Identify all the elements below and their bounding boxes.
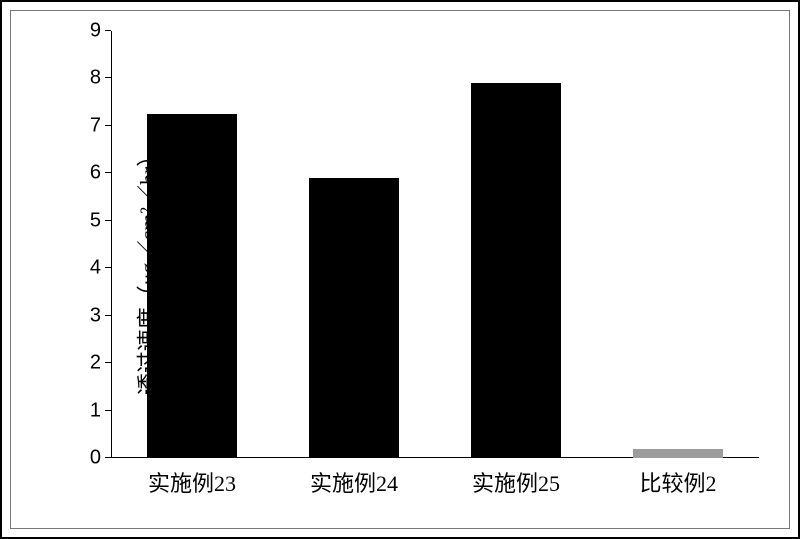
bar — [633, 449, 722, 458]
ytick-label: 5 — [90, 209, 101, 232]
chart-frame: 透过速度（μg／cm²／hr） 0123456789 实施例23实施例24实施例… — [10, 10, 790, 529]
ytick-mark — [105, 457, 111, 458]
ytick-label: 6 — [90, 162, 101, 185]
bar — [471, 83, 560, 458]
ytick-mark — [105, 172, 111, 173]
bars-container — [111, 31, 759, 458]
outer-frame: 透过速度（μg／cm²／hr） 0123456789 实施例23实施例24实施例… — [0, 0, 800, 539]
x-category-label: 实施例23 — [148, 466, 236, 498]
ytick-mark — [105, 220, 111, 221]
ytick-label: 7 — [90, 114, 101, 137]
ytick-label: 0 — [90, 447, 101, 470]
ytick-mark — [105, 267, 111, 268]
ytick-mark — [105, 410, 111, 411]
ytick-label: 8 — [90, 67, 101, 90]
ytick-mark — [105, 125, 111, 126]
ytick-label: 2 — [90, 352, 101, 375]
ytick-mark — [105, 315, 111, 316]
x-category-label: 比较例2 — [639, 466, 716, 498]
ytick-mark — [105, 30, 111, 31]
ytick-mark — [105, 362, 111, 363]
bar — [309, 178, 398, 458]
ytick-label: 3 — [90, 304, 101, 327]
x-category-label: 实施例25 — [472, 466, 560, 498]
ytick-label: 1 — [90, 399, 101, 422]
x-category-label: 实施例24 — [310, 466, 398, 498]
ytick-mark — [105, 77, 111, 78]
ytick-label: 9 — [90, 20, 101, 43]
ytick-label: 4 — [90, 257, 101, 280]
bar — [147, 114, 236, 458]
plot-area: 0123456789 实施例23实施例24实施例25比较例2 — [111, 31, 759, 458]
